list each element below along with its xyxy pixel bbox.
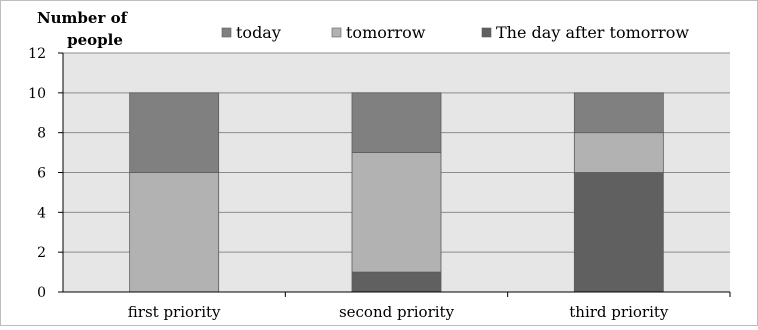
y-tick-label: 6 [37, 166, 46, 182]
y-axis-title-line-1: Number of [37, 9, 129, 27]
y-tick-label: 4 [37, 205, 46, 221]
y-tick-labels: 0 2 4 6 8 10 12 [28, 46, 46, 301]
legend-label: tomorrow [346, 23, 426, 42]
legend: today tomorrow The day after tomorrow [221, 23, 689, 42]
legend-swatch [221, 27, 232, 38]
y-axis-title: Number of people [37, 9, 129, 49]
bar-segment [351, 92, 442, 153]
y-tick-label: 8 [37, 126, 46, 142]
y-tick-label: 12 [28, 46, 46, 62]
bars [129, 92, 664, 293]
legend-label: today [236, 23, 281, 42]
bar-segment [351, 271, 442, 293]
y-axis-title-line-2: people [67, 31, 123, 49]
bar-segment [351, 152, 442, 273]
legend-swatch [331, 27, 342, 38]
bar-segment [129, 92, 220, 173]
y-tick-label: 10 [28, 86, 46, 102]
x-category-label: third priority [569, 303, 669, 321]
bar-segment [573, 92, 664, 134]
bar-segment [573, 172, 664, 293]
legend-label: The day after tomorrow [496, 23, 689, 42]
bar-segment [129, 172, 220, 293]
x-category-label: second priority [339, 303, 455, 321]
x-category-label: first priority [128, 303, 221, 321]
bar-segment [573, 132, 664, 173]
y-tick-label: 2 [37, 245, 46, 261]
y-tick-label: 0 [37, 285, 46, 301]
axes [58, 52, 731, 297]
x-category-labels: first priority second priority third prior… [128, 303, 669, 321]
legend-swatch [481, 27, 492, 38]
